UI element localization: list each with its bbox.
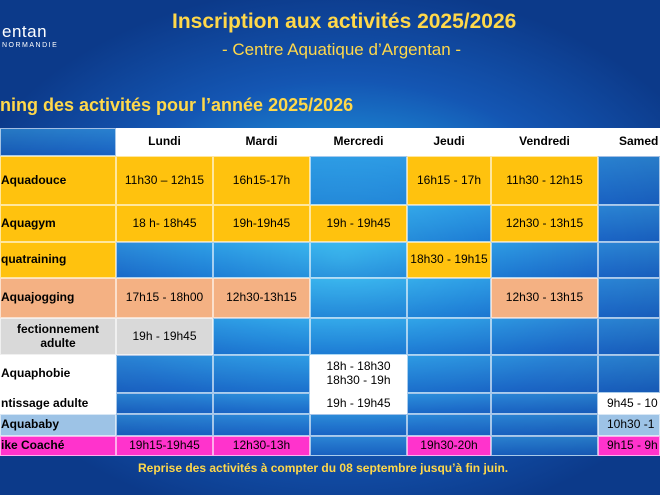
activity-label: ntissage adulte: [0, 393, 116, 414]
empty-slot: [213, 414, 310, 436]
empty-slot: [310, 436, 407, 456]
footer-note: Reprise des activités à compter du 08 se…: [138, 461, 509, 475]
session-slot[interactable]: 12h30-13h15: [213, 278, 310, 318]
empty-slot: [213, 242, 310, 278]
empty-slot: [491, 436, 598, 456]
empty-slot: [310, 242, 407, 278]
empty-slot: [310, 318, 407, 355]
header-corner: [0, 128, 116, 156]
session-slot[interactable]: 19h30-20h: [407, 436, 491, 456]
session-slot[interactable]: 9h45 - 10: [598, 393, 660, 414]
activity-label: Aquagym: [0, 205, 116, 242]
activity-label: Aquababy: [0, 414, 116, 436]
empty-slot: [407, 318, 491, 355]
day-header: Vendredi: [491, 128, 598, 156]
empty-slot: [491, 414, 598, 436]
empty-slot: [598, 318, 660, 355]
session-slot[interactable]: 17h15 - 18h00: [116, 278, 213, 318]
empty-slot: [407, 205, 491, 242]
session-slot[interactable]: 10h30 -1: [598, 414, 660, 436]
empty-slot: [116, 355, 213, 393]
empty-slot: [310, 278, 407, 318]
empty-slot: [213, 393, 310, 414]
empty-slot: [407, 393, 491, 414]
activity-label: Aquaphobie: [0, 355, 116, 393]
session-slot[interactable]: 12h30 - 13h15: [491, 278, 598, 318]
session-slot[interactable]: 9h15 - 9h: [598, 436, 660, 456]
session-slot[interactable]: 11h30 - 12h15: [491, 156, 598, 205]
empty-slot: [598, 355, 660, 393]
activity-label: quatraining: [0, 242, 116, 278]
empty-slot: [407, 355, 491, 393]
day-header: Jeudi: [407, 128, 491, 156]
session-slot[interactable]: 18h - 18h30 18h30 - 19h: [310, 355, 407, 393]
empty-slot: [491, 355, 598, 393]
session-slot[interactable]: 11h30 – 12h15: [116, 156, 213, 205]
logo-subtext: NORMANDIE: [2, 42, 59, 49]
day-header: Mercredi: [310, 128, 407, 156]
empty-slot: [491, 242, 598, 278]
session-slot[interactable]: 16h15 - 17h: [407, 156, 491, 205]
empty-slot: [598, 278, 660, 318]
session-slot[interactable]: 19h - 19h45: [116, 318, 213, 355]
session-slot[interactable]: 19h - 19h45: [310, 393, 407, 414]
session-slot[interactable]: 19h15-19h45: [116, 436, 213, 456]
session-slot[interactable]: 16h15-17h: [213, 156, 310, 205]
session-slot[interactable]: 12h30-13h: [213, 436, 310, 456]
empty-slot: [598, 242, 660, 278]
schedule-table: Lundi Mardi Mercredi Jeudi Vendredi Samed Aqua…: [0, 128, 660, 458]
day-header: Lundi: [116, 128, 213, 156]
empty-slot: [310, 156, 407, 205]
session-slot[interactable]: 19h - 19h45: [310, 205, 407, 242]
page-subtitle: - Centre Aquatique d’Argentan -: [222, 40, 462, 59]
logo-text: entan: [2, 22, 48, 41]
page-title: Inscription aux activités 2025/2026: [172, 10, 517, 33]
planning-title: ning des activités pour l’année 2025/202…: [0, 95, 354, 115]
empty-slot: [598, 156, 660, 205]
session-slot[interactable]: 19h-19h45: [213, 205, 310, 242]
session-slot[interactable]: 18 h- 18h45: [116, 205, 213, 242]
empty-slot: [407, 278, 491, 318]
activity-label: fectionnement adulte: [0, 318, 116, 355]
activity-label: ike Coaché: [0, 436, 116, 456]
empty-slot: [213, 318, 310, 355]
empty-slot: [116, 414, 213, 436]
session-slot[interactable]: 18h30 - 19h15: [407, 242, 491, 278]
empty-slot: [598, 205, 660, 242]
empty-slot: [213, 355, 310, 393]
empty-slot: [407, 414, 491, 436]
day-header: Mardi: [213, 128, 310, 156]
empty-slot: [116, 242, 213, 278]
activity-label: Aquajogging: [0, 278, 116, 318]
empty-slot: [116, 393, 213, 414]
activity-label: Aquadouce: [0, 156, 116, 205]
empty-slot: [491, 318, 598, 355]
day-header: Samed: [598, 128, 660, 156]
empty-slot: [310, 414, 407, 436]
empty-slot: [491, 393, 598, 414]
session-slot[interactable]: 12h30 - 13h15: [491, 205, 598, 242]
